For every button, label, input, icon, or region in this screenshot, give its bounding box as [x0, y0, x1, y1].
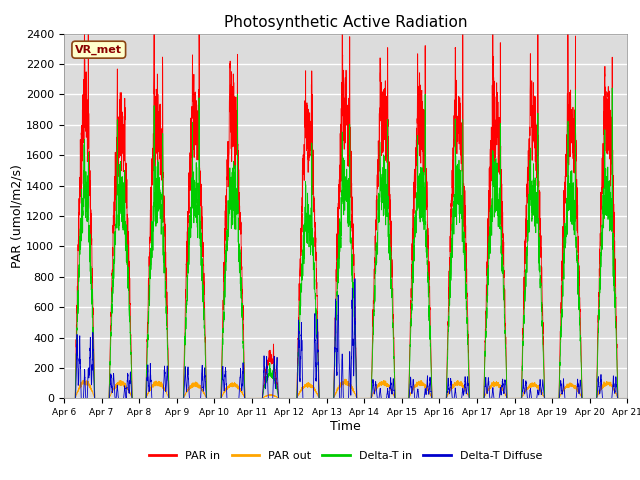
- PAR in: [623, 396, 631, 401]
- PAR out: [60, 396, 68, 401]
- PAR out: [161, 387, 169, 393]
- Delta-T Diffuse: [60, 396, 68, 401]
- PAR in: [504, 396, 512, 401]
- PAR in: [459, 11, 467, 17]
- Delta-T Diffuse: [472, 396, 480, 401]
- Delta-T Diffuse: [504, 396, 512, 401]
- Text: VR_met: VR_met: [76, 45, 122, 55]
- Line: Delta-T in: Delta-T in: [64, 88, 627, 398]
- Delta-T in: [623, 396, 630, 401]
- PAR out: [441, 396, 449, 401]
- Delta-T Diffuse: [623, 396, 631, 401]
- Delta-T Diffuse: [351, 276, 359, 282]
- Line: PAR out: PAR out: [64, 379, 627, 398]
- PAR out: [623, 396, 631, 401]
- Line: PAR in: PAR in: [64, 14, 627, 398]
- PAR out: [324, 396, 332, 401]
- X-axis label: Time: Time: [330, 420, 361, 433]
- Delta-T in: [504, 396, 511, 401]
- PAR out: [623, 396, 630, 401]
- Delta-T Diffuse: [324, 396, 332, 401]
- Delta-T in: [441, 396, 449, 401]
- Delta-T Diffuse: [161, 378, 169, 384]
- Delta-T in: [472, 396, 479, 401]
- PAR out: [472, 396, 480, 401]
- Legend: PAR in, PAR out, Delta-T in, Delta-T Diffuse: PAR in, PAR out, Delta-T in, Delta-T Dif…: [144, 447, 547, 466]
- PAR in: [161, 256, 169, 262]
- Y-axis label: PAR (umol/m2/s): PAR (umol/m2/s): [10, 164, 23, 268]
- PAR in: [472, 396, 480, 401]
- Delta-T in: [60, 396, 68, 401]
- PAR in: [60, 396, 68, 401]
- PAR out: [504, 396, 512, 401]
- Delta-T in: [609, 85, 616, 91]
- PAR out: [341, 376, 349, 382]
- Line: Delta-T Diffuse: Delta-T Diffuse: [64, 279, 627, 398]
- Delta-T Diffuse: [441, 396, 449, 401]
- Delta-T in: [161, 295, 169, 300]
- Title: Photosynthetic Active Radiation: Photosynthetic Active Radiation: [224, 15, 467, 30]
- Delta-T Diffuse: [623, 396, 630, 401]
- Delta-T in: [623, 396, 631, 401]
- Delta-T in: [324, 396, 332, 401]
- PAR in: [324, 396, 332, 401]
- PAR in: [441, 396, 449, 401]
- PAR in: [623, 396, 630, 401]
